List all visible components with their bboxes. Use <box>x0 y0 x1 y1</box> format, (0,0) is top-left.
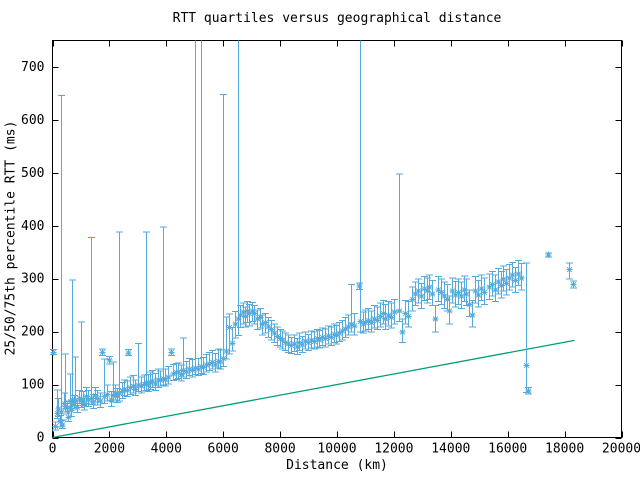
x-axis-label: Distance (km) <box>286 458 388 473</box>
y-tick-label: 400 <box>21 219 44 234</box>
x-tick-label: 14000 <box>431 442 470 457</box>
y-tick-label: 600 <box>21 113 44 128</box>
x-tick-label: 4000 <box>151 442 182 457</box>
y-tick-label: 100 <box>21 378 44 393</box>
x-tick-label: 6000 <box>208 442 239 457</box>
y-tick-label: 700 <box>21 60 44 75</box>
x-tick-label: 16000 <box>488 442 527 457</box>
y-tick-label: 500 <box>21 166 44 181</box>
axes: 0 2000 4000 6000 8000 10000 12000 14000 16000 180… <box>21 40 640 457</box>
x-tick-label: 0 <box>49 442 57 457</box>
y-tick-label: 200 <box>21 325 44 340</box>
baseline-series <box>52 339 575 439</box>
x-tick-label: 20000 <box>602 442 640 457</box>
y-tick-label: 300 <box>21 272 44 287</box>
x-tick-label: 8000 <box>264 442 295 457</box>
y-tick-label: 0 <box>37 431 45 446</box>
quartile-series <box>50 40 577 431</box>
x-tick-label: 10000 <box>317 442 356 457</box>
x-tick-label: 2000 <box>94 442 125 457</box>
chart-title: RTT quartiles versus geographical distan… <box>172 11 502 26</box>
x-tick-label: 18000 <box>545 442 584 457</box>
x-tick-label: 12000 <box>374 442 413 457</box>
